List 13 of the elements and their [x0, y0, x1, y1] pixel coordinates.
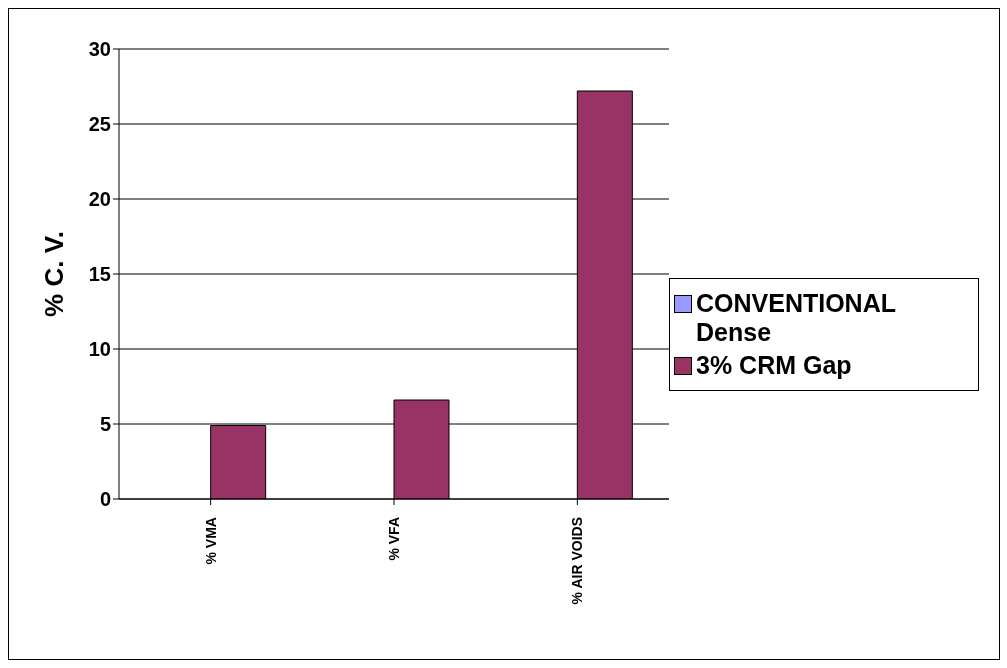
legend-label: CONVENTIONAL Dense: [696, 288, 897, 347]
y-tick-label: 0: [99, 488, 111, 511]
x-tick-label: % AIR VOIDS: [569, 517, 586, 605]
legend-label: 3% CRM Gap: [696, 350, 852, 380]
y-tick-label: 25: [88, 113, 111, 136]
y-tick-label: 30: [88, 38, 111, 61]
y-tick-label: 5: [99, 413, 111, 436]
x-tick-label: % VMA: [202, 517, 219, 565]
y-axis-title: % C. V.: [39, 231, 70, 317]
y-tick-label: 20: [88, 188, 111, 211]
y-tick-label: 10: [88, 338, 111, 361]
x-tick-label: % VFA: [386, 517, 402, 561]
y-tick-label: 15: [88, 263, 111, 286]
